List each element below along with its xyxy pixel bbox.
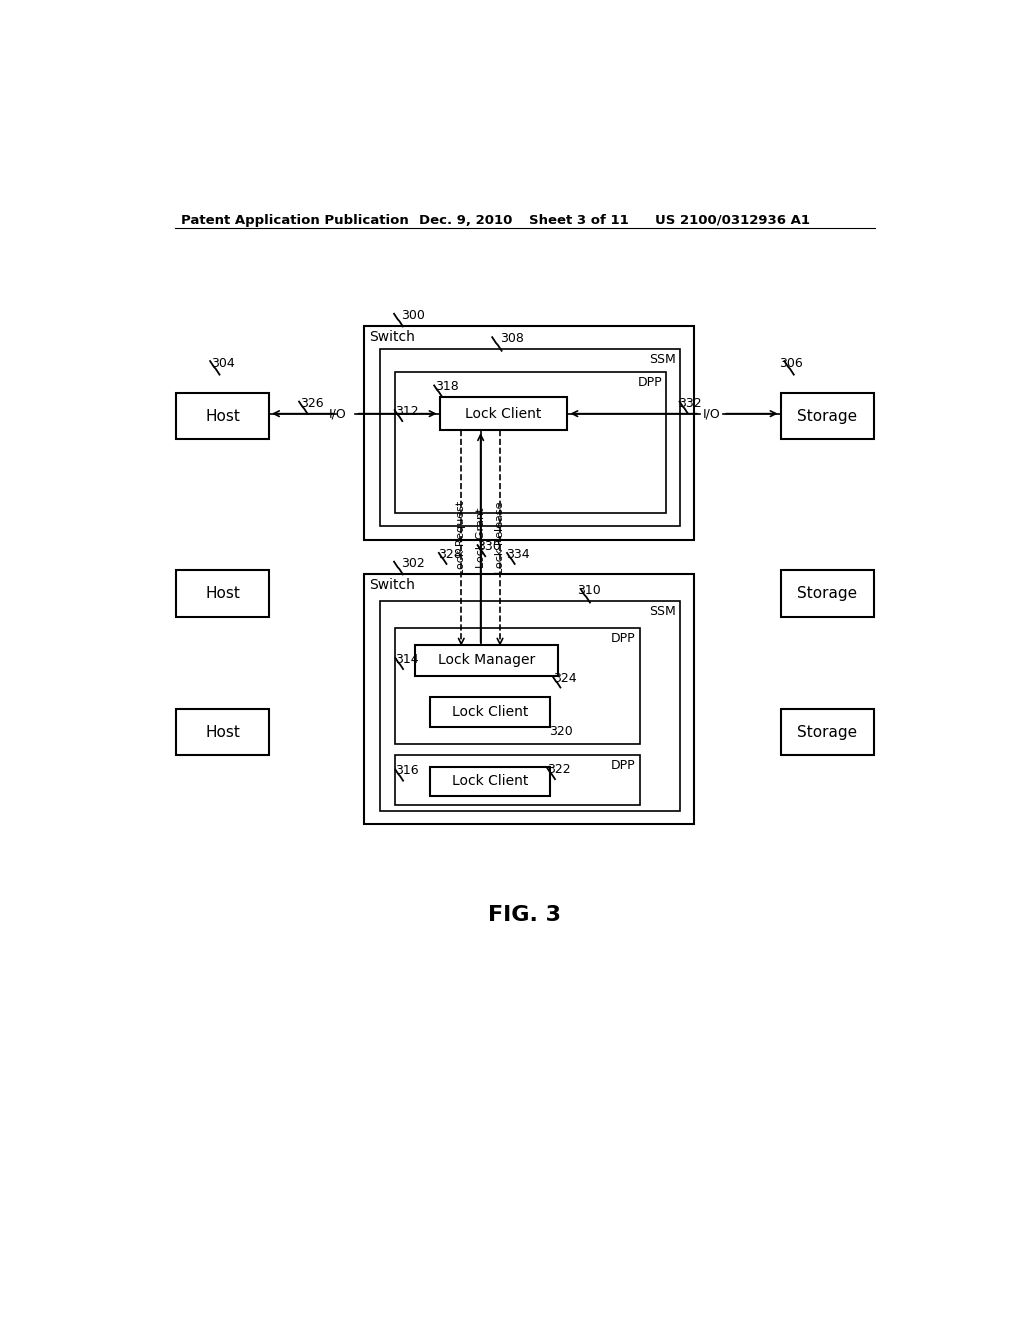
Text: 306: 306 bbox=[779, 358, 803, 370]
Text: I/O: I/O bbox=[329, 408, 346, 421]
Text: Lock Grant: Lock Grant bbox=[475, 507, 485, 568]
Bar bbox=[395, 628, 640, 743]
Bar bbox=[780, 393, 873, 440]
Text: 310: 310 bbox=[578, 585, 601, 597]
Text: 322: 322 bbox=[547, 763, 571, 776]
Bar bbox=[380, 350, 680, 527]
Text: Lock Client: Lock Client bbox=[453, 705, 528, 719]
Text: 330: 330 bbox=[477, 540, 501, 553]
Text: Switch: Switch bbox=[369, 578, 415, 593]
Bar bbox=[395, 755, 640, 805]
Text: DPP: DPP bbox=[637, 376, 662, 389]
Text: 320: 320 bbox=[549, 725, 572, 738]
Bar bbox=[365, 326, 693, 540]
Text: SSM: SSM bbox=[649, 354, 676, 366]
Bar bbox=[780, 709, 873, 755]
Text: Patent Application Publication: Patent Application Publication bbox=[180, 214, 409, 227]
Text: 312: 312 bbox=[395, 405, 419, 418]
Text: 332: 332 bbox=[678, 397, 701, 409]
Text: FIG. 3: FIG. 3 bbox=[488, 906, 561, 925]
Text: Host: Host bbox=[205, 725, 240, 739]
Text: 304: 304 bbox=[211, 358, 234, 370]
Text: 316: 316 bbox=[395, 764, 419, 777]
Text: 334: 334 bbox=[506, 548, 529, 561]
Text: 302: 302 bbox=[400, 557, 425, 570]
Text: 314: 314 bbox=[395, 653, 419, 665]
Text: Host: Host bbox=[205, 586, 240, 601]
Text: Lock Release: Lock Release bbox=[495, 502, 505, 574]
Text: Sheet 3 of 11: Sheet 3 of 11 bbox=[528, 214, 629, 227]
Bar bbox=[430, 697, 550, 726]
Text: Lock Client: Lock Client bbox=[453, 775, 528, 788]
Text: Storage: Storage bbox=[797, 725, 857, 739]
Bar bbox=[430, 767, 550, 796]
Bar bbox=[415, 645, 558, 676]
Text: 318: 318 bbox=[435, 380, 459, 393]
Text: 326: 326 bbox=[300, 397, 324, 409]
Bar bbox=[365, 574, 693, 825]
Text: Host: Host bbox=[205, 409, 240, 424]
Bar bbox=[176, 709, 269, 755]
Text: Lock Client: Lock Client bbox=[465, 407, 542, 421]
Text: Lock Request: Lock Request bbox=[457, 500, 466, 574]
Text: SSM: SSM bbox=[649, 605, 676, 618]
Text: 300: 300 bbox=[400, 309, 425, 322]
Text: 324: 324 bbox=[553, 672, 577, 685]
Bar bbox=[380, 601, 680, 812]
Text: Lock Manager: Lock Manager bbox=[438, 653, 536, 668]
Text: I/O: I/O bbox=[702, 408, 721, 421]
Text: Dec. 9, 2010: Dec. 9, 2010 bbox=[419, 214, 512, 227]
Text: 328: 328 bbox=[438, 548, 462, 561]
Text: DPP: DPP bbox=[611, 759, 636, 772]
Text: 308: 308 bbox=[500, 333, 524, 346]
Bar bbox=[176, 570, 269, 616]
Bar bbox=[439, 397, 567, 430]
Text: Storage: Storage bbox=[797, 586, 857, 601]
Text: DPP: DPP bbox=[611, 632, 636, 645]
Text: US 2100/0312936 A1: US 2100/0312936 A1 bbox=[655, 214, 810, 227]
Bar bbox=[395, 372, 666, 513]
Text: Storage: Storage bbox=[797, 409, 857, 424]
Bar bbox=[176, 393, 269, 440]
Text: Switch: Switch bbox=[369, 330, 415, 345]
Bar bbox=[780, 570, 873, 616]
